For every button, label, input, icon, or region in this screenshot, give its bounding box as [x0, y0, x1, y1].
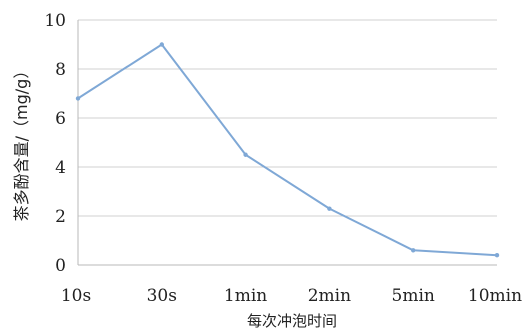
y-tick-label: 8 — [55, 60, 66, 80]
y-tick-label: 0 — [55, 256, 66, 276]
x-tick-label: 30s — [147, 286, 177, 306]
x-tick-label: 10min — [468, 286, 522, 306]
x-tick-label: 2min — [308, 286, 351, 306]
data-point — [327, 206, 332, 211]
data-point — [411, 248, 416, 253]
y-axis-title: 茶多酚含量/（mg/g） — [12, 63, 31, 222]
data-point — [494, 253, 500, 258]
y-tick-label: 6 — [55, 109, 66, 129]
data-point — [159, 42, 164, 47]
x-tick-labels: 10s 30s 1min 2min 5min 10min — [61, 286, 522, 306]
y-tick-label: 2 — [55, 207, 66, 227]
y-tick-label: 4 — [55, 158, 66, 178]
x-axis-title: 每次冲泡时间 — [247, 312, 337, 330]
data-point — [75, 96, 81, 101]
gridlines — [78, 19, 497, 217]
data-points — [75, 42, 500, 258]
series-line — [77, 43, 498, 257]
data-point — [243, 152, 248, 157]
x-tick-label: 10s — [61, 286, 91, 306]
y-tick-label: 10 — [44, 11, 66, 31]
x-tick-label: 1min — [224, 286, 267, 306]
x-tick-label: 5min — [392, 286, 435, 306]
y-tick-labels: 0 2 4 6 8 10 — [44, 11, 66, 276]
